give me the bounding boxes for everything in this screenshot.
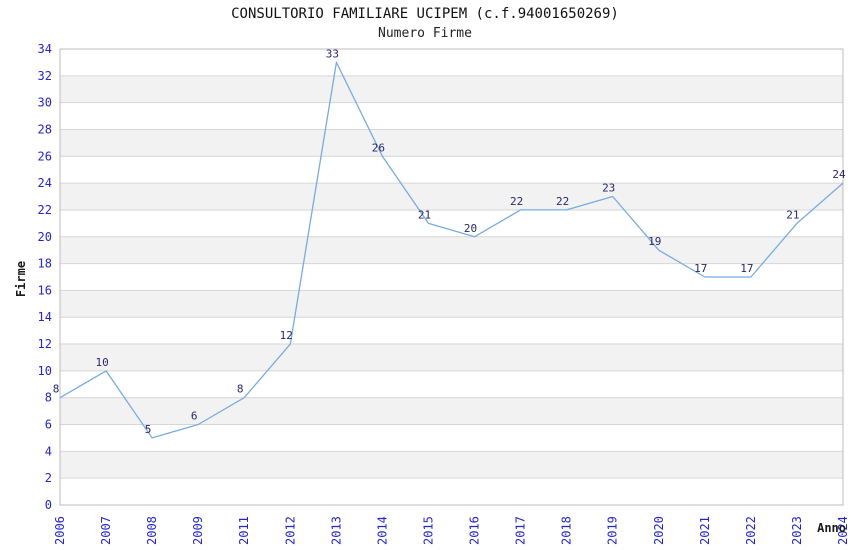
x-tick-label: 2014 — [375, 516, 389, 545]
data-point-label: 21 — [786, 208, 799, 221]
y-tick-label: 34 — [38, 42, 52, 56]
y-tick-label: 32 — [38, 69, 52, 83]
x-tick-label: 2019 — [606, 516, 620, 545]
y-tick-label: 14 — [38, 310, 52, 324]
data-point-label: 20 — [464, 222, 477, 235]
data-point-label: 17 — [740, 262, 753, 275]
band-stripe — [60, 290, 843, 318]
data-point-label: 24 — [832, 168, 846, 181]
band-stripe — [60, 344, 843, 371]
y-tick-label: 0 — [45, 498, 52, 512]
data-point-label: 12 — [280, 329, 293, 342]
data-point-label: 21 — [418, 208, 431, 221]
x-tick-label: 2009 — [191, 516, 205, 545]
y-tick-label: 8 — [45, 391, 52, 405]
band-stripe — [60, 451, 843, 479]
data-line — [59, 61, 844, 439]
alternating-bands — [60, 75, 843, 479]
data-point-label: 19 — [648, 235, 661, 248]
data-point-label: 22 — [556, 195, 569, 208]
x-tick-label: 2018 — [560, 516, 574, 545]
y-tick-label: 10 — [38, 364, 52, 378]
data-point-label: 8 — [237, 383, 244, 396]
data-point-label: 33 — [326, 47, 339, 60]
y-tick-label: 28 — [38, 122, 52, 136]
data-point-label: 6 — [191, 410, 198, 423]
chart-subtitle: Numero Firme — [378, 26, 472, 41]
y-tick-label: 26 — [38, 149, 52, 163]
data-point-label: 23 — [602, 182, 615, 195]
x-tick-label: 2020 — [652, 516, 666, 545]
y-tick-label: 20 — [38, 230, 52, 244]
data-point-label: 17 — [694, 262, 707, 275]
y-tick-label: 2 — [45, 471, 52, 485]
y-tick-label: 18 — [38, 257, 52, 271]
y-tick-label: 24 — [38, 176, 52, 190]
y-tick-label: 4 — [45, 444, 52, 458]
x-tick-label: 2007 — [99, 516, 113, 545]
band-stripe — [60, 183, 843, 210]
y-tick-label: 22 — [38, 203, 52, 217]
band-stripe — [60, 75, 843, 103]
data-point-labels: 8 10 5 6 8 12 33 26 21 20 22 22 23 19 17 17 21 24 — [53, 47, 846, 436]
x-tick-label: 2012 — [283, 516, 297, 545]
data-point-label: 5 — [145, 423, 152, 436]
data-point-label: 8 — [53, 383, 60, 396]
x-axis-ticks: 2006 2007 2008 2009 2011 2012 2013 2014 2015 2016… — [53, 516, 850, 545]
band-stripe — [60, 129, 843, 157]
band-stripe — [60, 236, 843, 264]
x-tick-label: 2022 — [744, 516, 758, 545]
x-tick-label: 2021 — [698, 516, 712, 545]
data-point-label: 10 — [95, 356, 108, 369]
y-tick-label: 30 — [38, 96, 52, 110]
x-tick-label: 2013 — [329, 516, 343, 545]
chart-title: CONSULTORIO FAMILIARE UCIPEM (c.f.940016… — [231, 6, 619, 22]
x-tick-label: 2006 — [53, 516, 67, 545]
x-tick-label: 2011 — [237, 516, 251, 545]
gridlines — [60, 75, 843, 479]
data-point-label: 22 — [510, 195, 523, 208]
x-tick-label: 2023 — [790, 516, 804, 545]
y-tick-label: 12 — [38, 337, 52, 351]
x-tick-label: 2024 — [836, 516, 850, 545]
x-tick-label: 2017 — [514, 516, 528, 545]
x-axis-title: Anno — [817, 521, 846, 535]
y-axis-title: Firme — [14, 261, 28, 297]
x-tick-label: 2008 — [145, 516, 159, 545]
data-point-label: 26 — [372, 141, 385, 154]
plot-border — [59, 48, 844, 506]
y-tick-label: 6 — [45, 418, 52, 432]
y-tick-label: 16 — [38, 283, 52, 297]
x-tick-label: 2015 — [422, 516, 436, 545]
band-stripe — [60, 397, 843, 425]
x-tick-label: 2016 — [468, 516, 482, 545]
